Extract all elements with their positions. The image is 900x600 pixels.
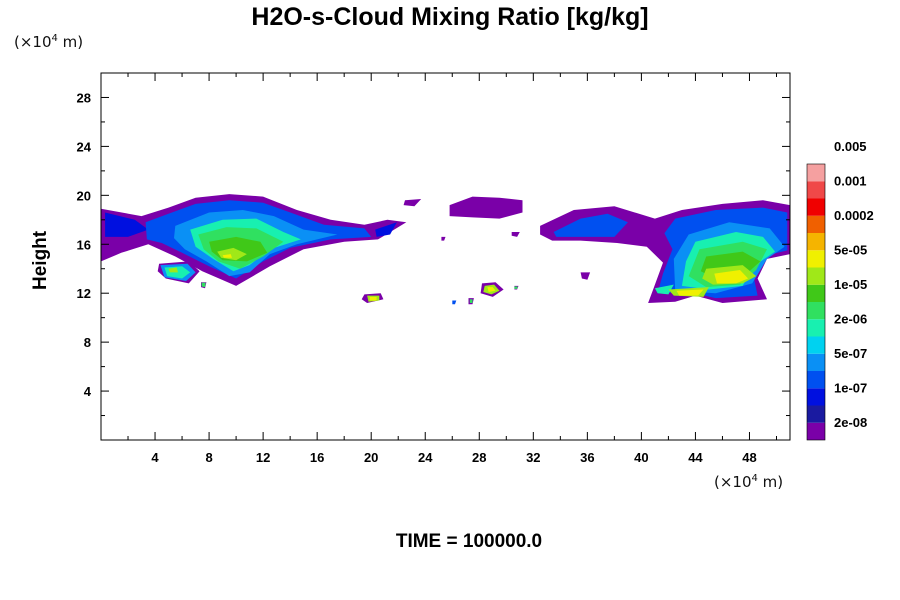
y-tick-label: 24: [77, 139, 92, 154]
y-tick-label: 12: [77, 286, 91, 301]
x-tick-label: 20: [364, 450, 378, 465]
x-tick-label: 24: [418, 450, 433, 465]
colorbar-label: 0.005: [834, 139, 867, 154]
colorbar-swatch-10: [807, 250, 825, 268]
y-tick-label: 8: [84, 335, 91, 350]
colorbar-frame: [806, 163, 826, 441]
y-tick-label: 16: [77, 237, 91, 252]
colorbar-swatch-5: [807, 336, 825, 354]
colorbar-swatch-14: [807, 181, 825, 199]
contour-region-39: [222, 254, 232, 258]
colorbar-swatch-2: [807, 388, 825, 406]
contour-region-40: [452, 300, 457, 305]
contour-region-14: [375, 222, 397, 237]
y-tick-label: 20: [77, 188, 91, 203]
colorbar-swatch-3: [807, 371, 825, 389]
colorbar-swatch-13: [807, 198, 825, 216]
contour-region-1: [449, 196, 523, 219]
colorbar-label: 5e-05: [834, 242, 867, 257]
contour-region-42: [514, 286, 518, 289]
colorbar: 2e-08 1e-07 5e-07 2e-06 1e-05 5e-05 0.0002 0.00…: [806, 139, 874, 441]
y-unit-label: (×104 m): [14, 33, 83, 51]
plot-frame: [100, 72, 791, 441]
x-tick-label: 32: [526, 450, 540, 465]
y-unit-suffix: m): [57, 33, 84, 51]
x-tick-label: 16: [310, 450, 324, 465]
x-tick-label: 8: [205, 450, 212, 465]
colorbar-label: 2e-06: [834, 311, 867, 326]
colorbar-swatch-8: [807, 284, 825, 302]
contour-region-41: [469, 299, 473, 303]
x-tick-label: 48: [742, 450, 756, 465]
contour-regions: [101, 194, 790, 305]
contour-region-2: [403, 199, 422, 207]
x-unit-prefix: (×10: [714, 473, 752, 491]
colorbar-label: 5e-07: [834, 346, 867, 361]
colorbar-swatch-1: [807, 405, 825, 423]
x-tick-label: 12: [256, 450, 270, 465]
x-tick-label: 44: [688, 450, 703, 465]
contour-region-8: [441, 236, 446, 241]
contour-region-38: [487, 287, 496, 292]
contour-region-9: [511, 232, 520, 237]
colorbar-swatch-11: [807, 233, 825, 251]
contour-region-35: [714, 270, 749, 284]
contour-region-36: [676, 289, 704, 296]
colorbar-swatch-9: [807, 267, 825, 285]
y-unit-prefix: (×10: [14, 33, 52, 51]
chart-title: H2O-s-Cloud Mixing Ratio [kg/kg]: [251, 3, 649, 31]
x-tick-label: 4: [151, 450, 159, 465]
x-tick-label: 36: [580, 450, 594, 465]
colorbar-swatch-7: [807, 302, 825, 320]
colorbar-swatch-4: [807, 353, 825, 371]
y-tick-label: 4: [84, 384, 92, 399]
contour-region-13: [105, 212, 149, 237]
contour-region-10: [580, 272, 591, 280]
colorbar-label: 0.0002: [834, 208, 874, 223]
colorbar-swatch-6: [807, 319, 825, 337]
time-label: TIME = 100000.0: [395, 531, 543, 552]
colorbar-label: 1e-07: [834, 380, 867, 395]
x-tick-label: 28: [472, 450, 486, 465]
colorbar-label: 1e-05: [834, 277, 867, 292]
colorbar-swatch-15: [807, 164, 825, 182]
colorbar-swatch-0: [807, 422, 825, 440]
contour-region-16: [553, 213, 628, 237]
x-unit-suffix: m): [757, 473, 784, 491]
colorbar-label: 0.001: [834, 173, 867, 188]
contour-region-37: [369, 296, 377, 301]
colorbar-label: 2e-08: [834, 415, 867, 430]
contour-region-24: [654, 284, 674, 295]
x-unit-label: (×104 m): [714, 473, 783, 491]
colorbar-swatch-12: [807, 215, 825, 233]
x-tick-label: 40: [634, 450, 648, 465]
contour-region-34: [168, 267, 178, 273]
x-unit-exponent: 4: [751, 473, 758, 484]
y-tick-label: 28: [77, 90, 91, 105]
y-unit-exponent: 4: [51, 33, 58, 44]
contour-region-43: [201, 282, 206, 288]
